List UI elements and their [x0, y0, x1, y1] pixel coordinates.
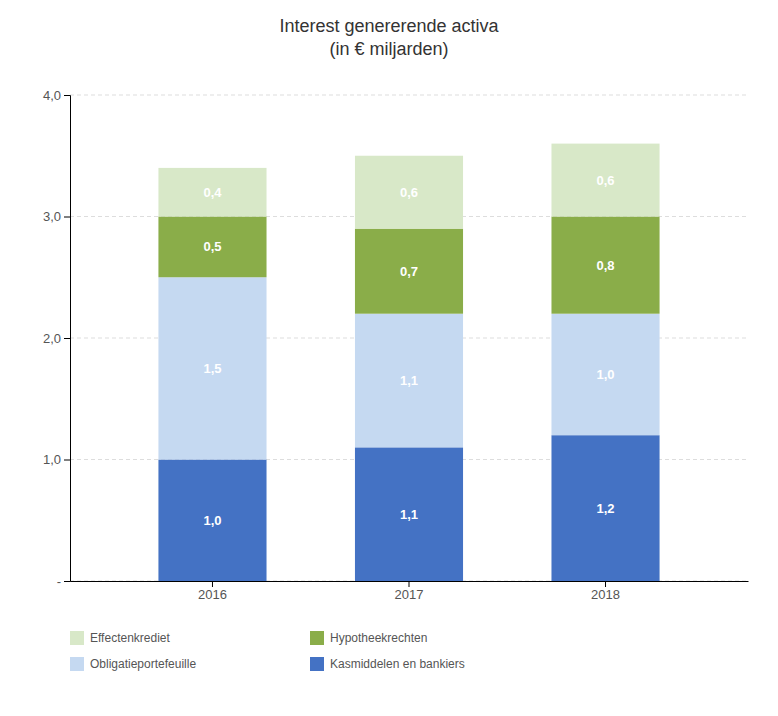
data-label: 1,0 — [596, 367, 614, 382]
bar — [551, 435, 659, 581]
chart-container: Interest genererende activa (in € miljard… — [0, 0, 778, 716]
bar-series — [158, 217, 659, 314]
x-tick: 2016 — [198, 581, 227, 602]
legend-label: Kasmiddelen en bankiers — [330, 657, 465, 671]
chart-title-line: (in € miljarden) — [329, 39, 448, 59]
y-tick-mark — [64, 338, 70, 339]
y-tick-mark — [64, 581, 70, 582]
y-tick: 3,0 — [43, 209, 70, 224]
chart-title: Interest genererende activa (in € miljard… — [279, 16, 499, 59]
bar — [551, 217, 659, 314]
data-label: 1,5 — [203, 361, 221, 376]
grid-line — [70, 95, 748, 96]
bar — [355, 229, 463, 314]
data-label: 1,1 — [400, 373, 418, 388]
x-tick-mark — [212, 581, 213, 587]
x-tick-mark — [409, 581, 410, 587]
bar — [158, 277, 266, 459]
x-tick-label: 2017 — [395, 587, 424, 602]
data-label: 0,7 — [400, 264, 418, 279]
y-tick-label: 3,0 — [43, 209, 61, 224]
y-tick: 4,0 — [43, 88, 70, 103]
data-label: 0,6 — [400, 185, 418, 200]
chart-title-line: Interest genererende activa — [279, 16, 499, 36]
y-tick-label: 1,0 — [43, 452, 61, 467]
legend: Effectenkrediet Hypotheekrechten Obligatie… — [70, 631, 465, 671]
y-tick-mark — [64, 217, 70, 218]
x-tick-label: 2018 — [591, 587, 620, 602]
bar — [158, 168, 266, 217]
chart-svg: Interest genererende activa (in € miljard… — [0, 0, 778, 716]
legend-item: Hypotheekrechten — [310, 631, 427, 645]
bar — [355, 156, 463, 229]
y-tick-label: 2,0 — [43, 331, 61, 346]
x-tick: 2017 — [395, 581, 424, 602]
y-axis: - 1,0 2,0 3,0 4,0 — [43, 88, 71, 589]
x-tick: 2018 — [591, 581, 620, 602]
y-tick: 2,0 — [43, 331, 70, 346]
y-tick-mark — [64, 460, 70, 461]
bar-series — [158, 144, 659, 229]
data-labels: 1,0 1,1 1,2 1,5 1,1 1,0 0,5 0,7 0,8 0,4 0,6 0,6 — [203, 173, 614, 528]
data-label: 0,5 — [203, 239, 221, 254]
y-tick-label: 4,0 — [43, 88, 61, 103]
bar — [355, 447, 463, 581]
legend-swatch — [310, 631, 324, 645]
legend-item: Effectenkrediet — [70, 631, 170, 645]
bar — [551, 144, 659, 217]
legend-item: Obligatieportefeuille — [70, 657, 196, 671]
data-label: 0,6 — [596, 173, 614, 188]
data-label: 1,1 — [400, 507, 418, 522]
bar — [551, 314, 659, 436]
data-label: 1,2 — [596, 501, 614, 516]
y-tick-label: - — [57, 574, 61, 589]
x-tick-mark — [605, 581, 606, 587]
legend-item: Kasmiddelen en bankiers — [310, 657, 465, 671]
legend-swatch — [70, 657, 84, 671]
bars — [158, 144, 659, 581]
bar — [158, 460, 266, 582]
bar — [355, 314, 463, 448]
plot: 1,0 1,1 1,2 1,5 1,1 1,0 0,5 0,7 0,8 0,4 0,6 0,6 2016… — [43, 88, 749, 603]
x-tick-label: 2016 — [198, 587, 227, 602]
legend-swatch — [310, 657, 324, 671]
data-label: 0,4 — [203, 185, 222, 200]
legend-label: Hypotheekrechten — [330, 631, 427, 645]
data-label: 1,0 — [203, 513, 221, 528]
legend-label: Obligatieportefeuille — [90, 657, 196, 671]
x-axis: 2016 2017 2018 — [71, 581, 749, 602]
y-tick: 1,0 — [43, 452, 70, 467]
data-label: 0,8 — [596, 258, 614, 273]
legend-label: Effectenkrediet — [90, 631, 170, 645]
grid — [70, 95, 748, 581]
y-tick-mark — [64, 95, 70, 96]
legend-swatch — [70, 631, 84, 645]
y-tick: - — [57, 574, 70, 589]
bar — [158, 217, 266, 278]
y-axis-line — [64, 96, 71, 582]
